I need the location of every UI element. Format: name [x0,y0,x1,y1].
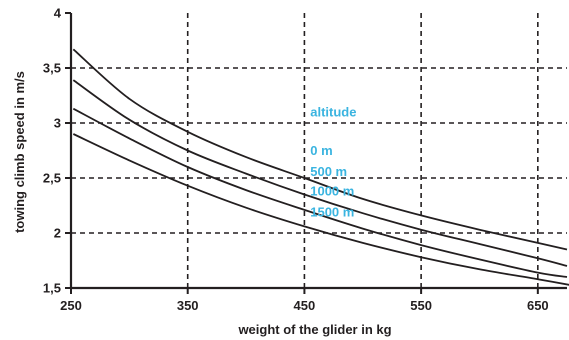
series-label: 500 m [310,164,347,179]
grid-layer [71,13,567,288]
x-tick-label: 250 [60,298,82,313]
series-label: 0 m [310,143,332,158]
y-axis-title: towing climb speed in m/s [12,71,27,233]
series-label: 1500 m [310,205,354,220]
axes-layer [69,13,567,290]
y-tick-label: 4 [54,6,62,21]
y-tick-label: 1,5 [43,281,61,296]
series-line-0-m [72,48,568,251]
series-label: 1000 m [310,184,354,199]
x-tick-label: 450 [294,298,316,313]
legend-title: altitude [310,104,356,119]
x-tick-label: 350 [177,298,199,313]
series-labels: altitude 0 m 500 m 1000 m 1500 m [310,104,356,219]
y-tick-label: 2 [54,226,61,241]
series-layer [72,48,569,286]
x-tick-label: 550 [410,298,432,313]
y-tick-label: 3,5 [43,61,61,76]
y-tick-label: 2,5 [43,171,61,186]
x-tick-label: 650 [527,298,549,313]
series-line-1500-m [72,133,569,286]
series-line-500-m [72,79,568,267]
series-line-1000-m [72,107,568,278]
x-axis-title: weight of the glider in kg [237,322,391,337]
ticks-layer: 250 350 450 550 650 1,5 2 2,5 3 3,5 4 [43,6,549,314]
y-tick-label: 3 [54,116,61,131]
